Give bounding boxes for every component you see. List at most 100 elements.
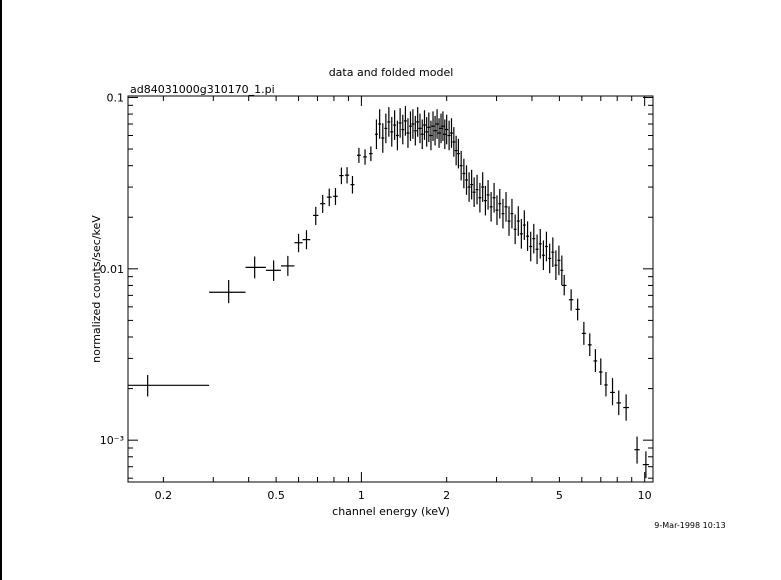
x-tick-label: 10 (638, 489, 652, 502)
data-points (128, 106, 649, 479)
y-axis-label: normalized counts/sec/keV (90, 215, 103, 363)
data-point (551, 237, 555, 268)
x-tick-label: 2 (443, 489, 450, 502)
data-point (454, 135, 458, 166)
data-point (541, 240, 545, 271)
data-point (475, 174, 479, 205)
data-point (581, 321, 586, 345)
data-point (478, 182, 482, 213)
data-point (548, 243, 552, 274)
data-point (616, 390, 622, 416)
data-point (384, 113, 388, 144)
data-point (544, 231, 548, 262)
y-tick-label: 0.01 (100, 263, 125, 276)
data-point (623, 394, 629, 421)
data-point (634, 436, 640, 464)
x-axis-label: channel energy (keV) (332, 505, 450, 518)
data-point (395, 120, 399, 151)
plot-frame (127, 95, 654, 483)
data-point (441, 111, 445, 141)
data-point (280, 255, 295, 276)
x-tick-label: 5 (556, 489, 563, 502)
y-tick-label: 10⁻³ (100, 434, 124, 447)
y-tick-label: 0.1 (107, 91, 125, 104)
data-point (363, 149, 367, 165)
data-point (265, 260, 281, 281)
x-tick-label: 0.5 (267, 489, 285, 502)
data-point (320, 194, 326, 213)
data-point (465, 165, 468, 195)
data-point (501, 198, 505, 229)
x-tick-label: 1 (358, 489, 365, 502)
data-point (431, 111, 435, 141)
data-point (416, 107, 420, 137)
data-point (378, 109, 382, 139)
data-point (387, 107, 391, 137)
data-point (420, 119, 424, 150)
y-tick-labels: 0.1 0.01 10⁻³ (100, 91, 125, 447)
data-point (467, 172, 471, 202)
data-point (381, 123, 385, 153)
data-point (450, 118, 453, 148)
data-point (532, 223, 536, 254)
data-point (427, 112, 431, 143)
data-point (481, 172, 485, 202)
data-point (369, 146, 373, 162)
data-point (401, 114, 405, 145)
data-point (294, 233, 303, 253)
footer-timestamp: 9-Mar-1998 10:13 (654, 521, 725, 530)
data-point (516, 206, 520, 236)
data-point (423, 110, 426, 140)
data-point (519, 219, 523, 249)
data-point (374, 119, 378, 150)
data-point (302, 230, 311, 250)
data-point (357, 147, 361, 163)
data-point (495, 195, 499, 225)
data-point (599, 358, 603, 385)
data-point (459, 150, 463, 181)
data-point (326, 188, 332, 207)
data-point (390, 117, 394, 147)
data-point (526, 221, 530, 252)
data-point (429, 120, 433, 151)
data-point (439, 113, 443, 144)
data-point (413, 115, 417, 146)
data-point (561, 275, 567, 296)
data-point (593, 349, 598, 372)
data-point (472, 177, 476, 207)
data-point (587, 333, 592, 356)
data-point (538, 228, 542, 259)
data-point (470, 169, 474, 200)
data-point (406, 118, 410, 148)
data-point (393, 110, 397, 140)
data-point (333, 188, 338, 205)
data-point (554, 250, 558, 280)
chart-subtitle: ad84031000g310170_1.pi (130, 83, 275, 96)
data-point (425, 117, 429, 147)
data-point (604, 371, 608, 397)
data-point (557, 245, 561, 276)
data-point (433, 115, 437, 146)
data-point (313, 206, 319, 226)
axis-ticks (128, 96, 653, 482)
data-point (492, 182, 496, 213)
data-point (344, 167, 350, 184)
data-point (498, 188, 502, 219)
x-tick-labels: 0.2 0.5 1 2 5 10 (155, 489, 652, 502)
data-point (403, 106, 407, 136)
chart-title: data and folded model (329, 66, 454, 79)
data-point (489, 192, 493, 222)
data-point (510, 198, 514, 229)
data-point (560, 255, 564, 286)
data-point (445, 114, 449, 145)
data-point (128, 375, 210, 397)
data-point (350, 176, 355, 194)
data-point (437, 118, 441, 148)
data-point (398, 108, 402, 138)
data-point (529, 231, 533, 262)
data-point (575, 298, 580, 321)
data-point (447, 120, 451, 151)
window-left-edge (0, 0, 2, 580)
data-point (339, 167, 344, 185)
